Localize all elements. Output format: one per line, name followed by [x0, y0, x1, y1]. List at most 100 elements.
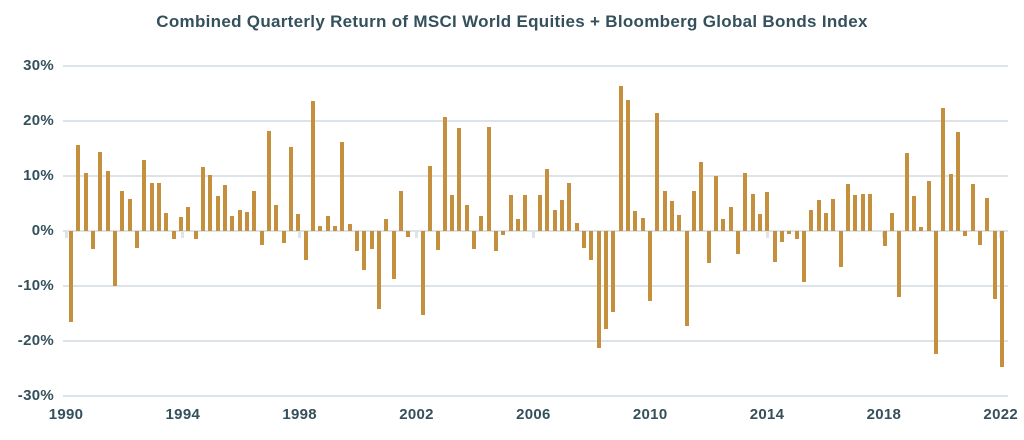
bar-quarter-71: [589, 231, 594, 260]
bar-quarter-48: [420, 231, 425, 315]
bar-quarter-27: [266, 130, 271, 231]
bar-quarter-112: [889, 213, 894, 231]
bar-quarter-44: [391, 231, 396, 280]
bar-quarter-43: [384, 219, 389, 231]
bar-quarter-26: [259, 231, 264, 245]
bar-quarter-117: [926, 180, 931, 231]
bar-quarter-82: [670, 201, 675, 231]
bar-quarter-106: [845, 184, 850, 231]
bar-quarter-22: [230, 216, 235, 231]
x-axis-label: 2022: [983, 406, 1018, 423]
bar-quarter-33: [310, 101, 315, 231]
y-axis-label: 0%: [31, 222, 54, 239]
bar-quarter-14: [171, 231, 176, 240]
year-tick: [64, 230, 68, 238]
bar-quarter-87: [706, 231, 711, 264]
bar-quarter-81: [662, 190, 667, 231]
gridline-20: [63, 120, 1008, 122]
year-tick: [298, 230, 302, 238]
chart-title: Combined Quarterly Return of MSCI World …: [156, 12, 868, 31]
bar-quarter-31: [296, 213, 301, 231]
bar-quarter-100: [802, 231, 806, 282]
bar-quarter-96: [772, 231, 777, 262]
bar-quarter-116: [919, 226, 924, 231]
bar-quarter-54: [464, 204, 469, 231]
x-axis-label: 1994: [165, 406, 201, 423]
bar-quarter-20: [215, 195, 220, 231]
x-axis-label: 2010: [632, 406, 668, 423]
bar-quarter-107: [853, 195, 858, 231]
bar-quarter-101: [809, 209, 814, 231]
year-tick: [415, 230, 419, 238]
bar-quarter-6: [112, 231, 117, 286]
bar-quarter-60: [508, 195, 513, 231]
bar-quarter-35: [325, 216, 330, 231]
bar-quarter-0: [69, 231, 73, 322]
bar-quarter-53: [457, 128, 462, 231]
bar-quarter-1: [76, 144, 81, 231]
bar-quarter-67: [560, 199, 565, 231]
bar-quarter-17: [193, 231, 198, 240]
bar-quarter-15: [178, 216, 183, 231]
bar-quarter-66: [552, 210, 557, 231]
bar-quarter-104: [831, 198, 836, 231]
bar-quarter-91: [736, 231, 741, 255]
bar-quarter-10: [142, 159, 147, 231]
bar-quarter-95: [765, 191, 770, 231]
bar-quarter-52: [450, 195, 455, 231]
bar-quarter-77: [633, 211, 638, 231]
year-tick: [181, 230, 185, 238]
bar-quarter-109: [867, 193, 872, 231]
bar-quarter-19: [208, 174, 213, 231]
bar-quarter-80: [655, 113, 660, 231]
bar-quarter-21: [222, 184, 227, 231]
bar-quarter-23: [237, 209, 242, 231]
bar-quarter-24: [244, 211, 249, 231]
bar-quarter-89: [721, 219, 726, 231]
bar-quarter-119: [941, 107, 946, 231]
bar-quarter-120: [948, 173, 953, 231]
bar-quarter-88: [714, 176, 719, 231]
bar-quarter-85: [692, 191, 697, 231]
bar-quarter-64: [538, 195, 543, 231]
bar-quarter-57: [486, 126, 491, 231]
bar-quarter-42: [376, 231, 381, 310]
bar-quarter-127: [999, 231, 1004, 368]
bar-quarter-41: [369, 231, 374, 249]
bar-quarter-13: [164, 213, 169, 231]
bar-quarter-38: [347, 223, 352, 231]
bar-quarter-69: [574, 222, 579, 231]
bar-quarter-37: [340, 142, 345, 231]
bar-quarter-73: [604, 231, 609, 330]
bar-quarter-56: [479, 216, 484, 231]
bar-quarter-32: [303, 231, 308, 260]
bar-quarter-124: [977, 231, 982, 246]
bar-quarter-122: [963, 231, 968, 236]
x-axis-label: 2014: [749, 406, 785, 423]
bar-quarter-126: [992, 231, 997, 299]
bar-quarter-39: [354, 231, 359, 251]
gridline-0: [63, 230, 1008, 232]
gridline--20: [63, 340, 1008, 342]
gridline--30: [63, 395, 1008, 397]
bar-quarter-9: [134, 231, 139, 248]
bar-quarter-50: [435, 231, 440, 250]
bar-quarter-102: [816, 200, 821, 231]
bar-quarter-46: [406, 231, 411, 237]
y-axis-label: -10%: [17, 277, 54, 294]
bar-quarter-99: [794, 231, 799, 240]
bar-quarter-2: [83, 173, 88, 231]
bar-quarter-16: [186, 206, 191, 231]
x-axis-label: 2006: [516, 406, 551, 423]
y-axis-label: -30%: [17, 387, 54, 404]
y-axis-label: 20%: [23, 112, 54, 129]
y-axis-label: 10%: [23, 167, 54, 184]
bar-quarter-8: [127, 198, 132, 231]
x-axis-label: 1998: [282, 406, 317, 423]
bar-quarter-92: [743, 173, 748, 231]
bar-quarter-97: [780, 231, 784, 242]
bar-quarter-62: [523, 195, 528, 231]
gridline--10: [63, 285, 1008, 287]
bar-quarter-28: [274, 205, 279, 231]
